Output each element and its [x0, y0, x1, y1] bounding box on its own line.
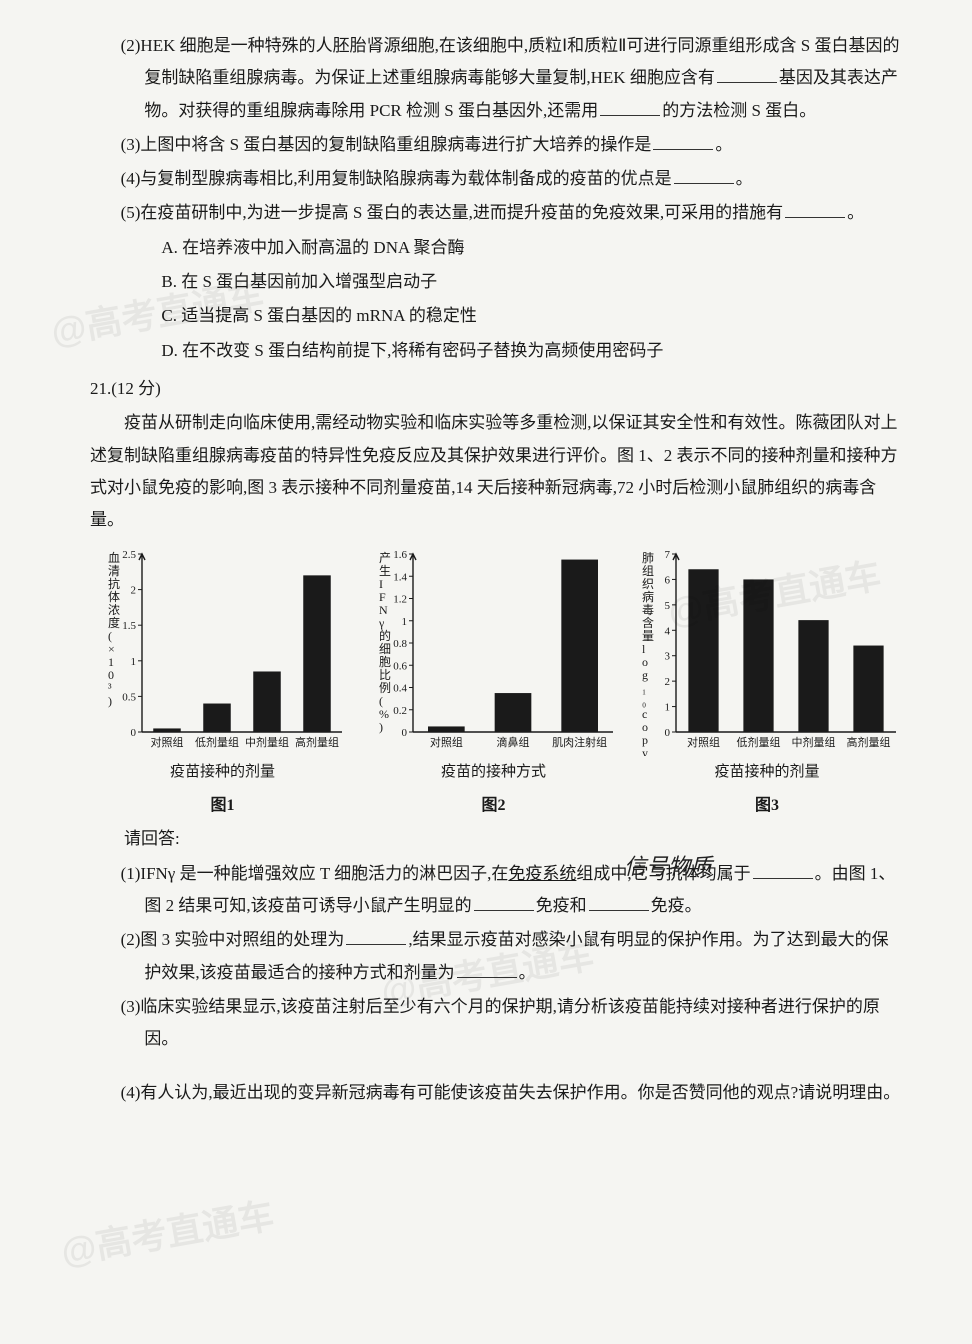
blank [589, 894, 649, 911]
q20-p5-text: (5)在疫苗研制中,为进一步提高 S 蛋白的表达量,进而提升疫苗的免疫效果,可采… [121, 203, 784, 222]
blank [474, 894, 534, 911]
q21-part4: (4)有人认为,最近出现的变异新冠病毒有可能使该疫苗失去保护作用。你是否赞同他的… [90, 1077, 902, 1109]
q21-p1-e: 免疫。 [651, 896, 702, 915]
blank [457, 961, 517, 978]
q21-part1: (1)IFNγ 是一种能增强效应 T 细胞活力的淋巴因子,在免疫系统组成中,它与… [90, 858, 902, 923]
chart1-box: 00.511.522.5对照组低剂量组中剂量组高剂量组血清抗体浓度(×10³) … [90, 546, 355, 821]
chart3-box: 0 1 2 3 4 5 6 7 对照组 低剂量组中剂量组高剂量组 肺组织病毒含量log₁₀copys… [632, 546, 902, 821]
blank [753, 862, 813, 879]
q20-option-d: D. 在不改变 S 蛋白结构前提下,将稀有密码子替换为高频使用密码子 [90, 335, 902, 367]
blank [717, 66, 777, 83]
svg-text:低剂量组: 低剂量组 [195, 735, 239, 749]
q21-ask: 请回答: [90, 823, 902, 855]
svg-text:1.4: 1.4 [393, 572, 407, 584]
svg-text:中剂量组: 中剂量组 [245, 735, 289, 749]
svg-text:7: 7 [665, 549, 671, 561]
svg-text:高剂量组: 高剂量组 [847, 735, 891, 749]
q21-intro: 疫苗从研制走向临床使用,需经动物实验和临床实验等多重检测,以保证其安全性和有效性… [90, 407, 902, 536]
chart3-caption: 图3 [755, 791, 779, 821]
svg-text:肺组织病毒含量log₁₀copys/mL: 肺组织病毒含量log₁₀copys/mL [642, 551, 654, 756]
chart2-svg: 0 0.2 0.4 0.6 0.8 1 1.2 1.4 1.6 对照组 滴鼻组 肌肉注射组 产生IFNγ… [369, 546, 619, 756]
svg-text:产生IFNγ的细胞比例(%): 产生IFNγ的细胞比例(%) [378, 551, 391, 734]
svg-text:1.6: 1.6 [393, 549, 407, 561]
q20-part5: (5)在疫苗研制中,为进一步提高 S 蛋白的表达量,进而提升疫苗的免疫效果,可采… [90, 197, 902, 229]
svg-text:1: 1 [401, 616, 407, 628]
q21-p2-a: (2)图 3 实验中对照组的处理为 [121, 930, 345, 949]
watermark: @高考直通车 [56, 1182, 280, 1287]
q20-part3: (3)上图中将含 S 蛋白基因的复制缺陷重组腺病毒进行扩大培养的操作是 。 [90, 129, 902, 161]
q20-p5-text-b: 。 [847, 203, 864, 222]
q21-number: 21.(12 分) [90, 373, 902, 405]
chart1-svg: 0 0.5 1 1.5 2 2.5 对照组低剂量组中剂量组高剂量组 血清抗体浓度(×10³) [98, 546, 348, 756]
svg-text:对照组: 对照组 [687, 735, 720, 749]
svg-text:2: 2 [130, 585, 136, 597]
chart2-xlabel: 疫苗的接种方式 [441, 758, 546, 787]
q20-part4: (4)与复制型腺病毒相比,利用复制缺陷腺病毒为载体制备成的疫苗的优点是 。 [90, 163, 902, 195]
chart2-box: 0 0.2 0.4 0.6 0.8 1 1.2 1.4 1.6 对照组 滴鼻组 肌肉注射组 产生IFNγ… [361, 546, 626, 821]
svg-text:1.2: 1.2 [393, 594, 407, 606]
q21-p1-underline: 免疫系统 [508, 864, 576, 883]
q21-p2-c: 。 [519, 963, 536, 982]
chart2-caption: 图2 [481, 791, 505, 821]
svg-text:中剂量组: 中剂量组 [792, 735, 836, 749]
q20-part2: (2)HEK 细胞是一种特殊的人胚胎肾源细胞,在该细胞中,质粒Ⅰ和质粒Ⅱ可进行同… [90, 30, 902, 127]
svg-text:对照组: 对照组 [429, 735, 462, 749]
svg-text:2: 2 [665, 677, 671, 689]
q20-option-a: A. 在培养液中加入耐高温的 DNA 聚合酶 [90, 232, 902, 264]
svg-text:1: 1 [130, 656, 136, 668]
q20-p2-text-c: 的方法检测 S 蛋白。 [662, 101, 816, 120]
chart3-xlabel: 疫苗接种的剂量 [714, 758, 819, 787]
q20-p4-text: (4)与复制型腺病毒相比,利用复制缺陷腺病毒为载体制备成的疫苗的优点是 [121, 169, 672, 188]
svg-text:0.2: 0.2 [393, 705, 407, 717]
svg-text:0: 0 [130, 727, 136, 739]
chart1-xlabel: 疫苗接种的剂量 [170, 758, 275, 787]
chart1-caption: 图1 [210, 791, 234, 821]
blank [674, 167, 734, 184]
chart3-svg: 0 1 2 3 4 5 6 7 对照组 低剂量组中剂量组高剂量组 肺组织病毒含量log₁₀copys… [632, 546, 902, 756]
handwritten-note: 信号物质 [624, 846, 712, 888]
blank [785, 201, 845, 218]
svg-text:0: 0 [665, 727, 671, 739]
svg-text:对照组: 对照组 [150, 735, 183, 749]
svg-text:低剂量组: 低剂量组 [737, 735, 781, 749]
svg-text:6: 6 [665, 575, 671, 587]
q21-part3: (3)临床实验结果显示,该疫苗注射后至少有六个月的保护期,请分析该疫苗能持续对接… [90, 991, 902, 1056]
svg-text:滴鼻组: 滴鼻组 [496, 735, 529, 749]
svg-text:高剂量组: 高剂量组 [295, 735, 339, 749]
svg-text:0.5: 0.5 [122, 692, 136, 704]
q20-p3-text: (3)上图中将含 S 蛋白基因的复制缺陷重组腺病毒进行扩大培养的操作是 [121, 135, 652, 154]
svg-text:1: 1 [665, 702, 671, 714]
svg-text:1.5: 1.5 [122, 621, 136, 633]
blank [346, 928, 406, 945]
svg-text:3: 3 [665, 651, 671, 663]
svg-text:0: 0 [401, 727, 407, 739]
svg-text:4: 4 [665, 626, 671, 638]
blank [653, 133, 713, 150]
q21-part2: (2)图 3 实验中对照组的处理为,结果显示疫苗对感染小鼠有明显的保护作用。为了… [90, 924, 902, 989]
q20-p4-text-b: 。 [736, 169, 753, 188]
q20-option-c: C. 适当提高 S 蛋白基因的 mRNA 的稳定性 [90, 300, 902, 332]
svg-text:肌肉注射组: 肌肉注射组 [552, 735, 607, 749]
svg-text:0.8: 0.8 [393, 638, 407, 650]
charts-row: 00.511.522.5对照组低剂量组中剂量组高剂量组血清抗体浓度(×10³) … [90, 546, 902, 821]
q20-option-b: B. 在 S 蛋白基因前加入增强型启动子 [90, 266, 902, 298]
q21-p1-a: (1)IFNγ 是一种能增强效应 T 细胞活力的淋巴因子,在 [121, 864, 509, 883]
q21-p1-d: 免疫和 [536, 896, 587, 915]
svg-text:0.4: 0.4 [393, 683, 407, 695]
svg-text:0.6: 0.6 [393, 661, 407, 673]
blank [600, 99, 660, 116]
q20-p3-text-b: 。 [715, 135, 732, 154]
svg-text:5: 5 [665, 600, 671, 612]
svg-text:血清抗体浓度(×10³): 血清抗体浓度(×10³) [108, 551, 120, 708]
svg-text:2.5: 2.5 [122, 549, 136, 561]
